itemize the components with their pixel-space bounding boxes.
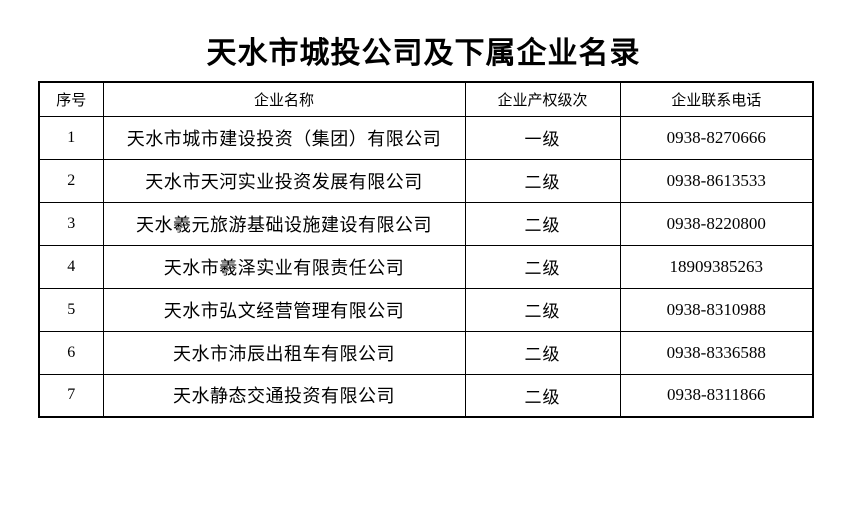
- level-cell: 二级: [464, 158, 621, 203]
- document-page: 天水市城投公司及下属企业名录 序号 企业名称 企业产权级次 企业联系电话 1 天…: [0, 38, 847, 418]
- company-name-cell: 天水市弘文经营管理有限公司: [102, 287, 466, 332]
- table-row: 6 天水市沛辰出租车有限公司 二级 0938-8336588: [38, 330, 814, 375]
- serial-cell: 5: [38, 287, 104, 332]
- document-title: 天水市城投公司及下属企业名录: [206, 36, 641, 71]
- col-header-ownership-level: 企业产权级次: [464, 81, 621, 117]
- serial-cell: 4: [38, 244, 104, 289]
- phone-cell: 0938-8336588: [619, 330, 814, 375]
- table-row: 1 天水市城市建设投资（集团）有限公司 一级 0938-8270666: [38, 115, 814, 160]
- col-header-phone: 企业联系电话: [619, 81, 814, 117]
- level-cell: 二级: [464, 201, 621, 246]
- company-name-cell: 天水静态交通投资有限公司: [102, 373, 466, 418]
- company-name-cell: 天水羲元旅游基础设施建设有限公司: [102, 201, 466, 246]
- serial-cell: 3: [38, 201, 104, 246]
- level-cell: 二级: [464, 244, 621, 289]
- phone-cell: 0938-8270666: [619, 115, 814, 160]
- table-row: 2 天水市天河实业投资发展有限公司 二级 0938-8613533: [38, 158, 814, 203]
- level-cell: 二级: [464, 287, 621, 332]
- serial-cell: 1: [38, 115, 104, 160]
- serial-cell: 7: [38, 373, 104, 418]
- company-name-cell: 天水市城市建设投资（集团）有限公司: [102, 115, 466, 160]
- table-row: 3 天水羲元旅游基础设施建设有限公司 二级 0938-8220800: [38, 201, 814, 246]
- serial-cell: 6: [38, 330, 104, 375]
- level-cell: 二级: [464, 330, 621, 375]
- phone-cell: 0938-8220800: [619, 201, 814, 246]
- company-name-cell: 天水市沛辰出租车有限公司: [102, 330, 466, 375]
- phone-cell: 18909385263: [619, 244, 814, 289]
- table-header-row: 序号 企业名称 企业产权级次 企业联系电话: [38, 81, 814, 117]
- serial-cell: 2: [38, 158, 104, 203]
- table-row: 4 天水市羲泽实业有限责任公司 二级 18909385263: [38, 244, 814, 289]
- enterprise-directory-table: 序号 企业名称 企业产权级次 企业联系电话 1 天水市城市建设投资（集团）有限公…: [38, 81, 814, 418]
- level-cell: 二级: [464, 373, 621, 418]
- level-cell: 一级: [464, 115, 621, 160]
- company-name-cell: 天水市天河实业投资发展有限公司: [102, 158, 466, 203]
- table-row: 7 天水静态交通投资有限公司 二级 0938-8311866: [38, 373, 814, 418]
- col-header-serial: 序号: [38, 81, 104, 117]
- table-row: 5 天水市弘文经营管理有限公司 二级 0938-8310988: [38, 287, 814, 332]
- company-name-cell: 天水市羲泽实业有限责任公司: [102, 244, 466, 289]
- col-header-company-name: 企业名称: [102, 81, 466, 117]
- phone-cell: 0938-8613533: [619, 158, 814, 203]
- phone-cell: 0938-8310988: [619, 287, 814, 332]
- phone-cell: 0938-8311866: [619, 373, 814, 418]
